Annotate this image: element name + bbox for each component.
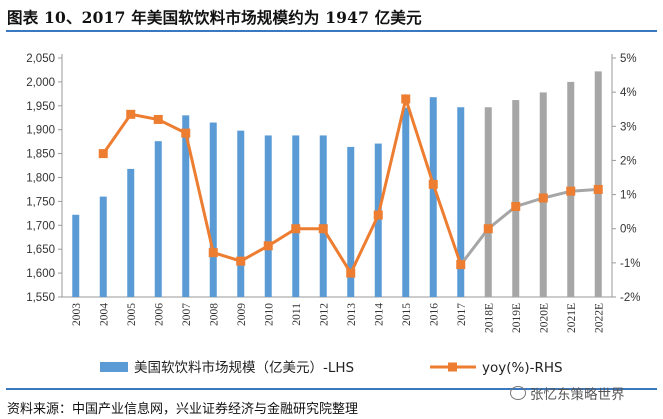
top-rule <box>6 30 657 32</box>
yoy-marker <box>236 256 246 266</box>
left-tick-label: 1,950 <box>26 101 55 113</box>
bar <box>292 135 300 297</box>
right-tick-label: -1% <box>620 258 640 270</box>
left-tick-label: 1,800 <box>26 173 55 185</box>
yoy-marker <box>456 260 466 270</box>
right-tick-label: 1% <box>620 190 637 202</box>
watermark: 张忆东策略世界 <box>510 383 625 403</box>
bar <box>457 107 465 297</box>
right-tick-label: 0% <box>620 224 637 236</box>
wechat-icon <box>510 386 526 400</box>
legend-line-marker <box>448 362 457 372</box>
yoy-marker-estimate <box>538 193 548 203</box>
bar <box>72 214 80 297</box>
yoy-line <box>102 93 463 277</box>
x-tick-label: 2013 <box>346 303 358 326</box>
left-tick-label: 2,050 <box>26 53 55 65</box>
left-tick-label: 1,600 <box>26 268 55 280</box>
x-tick-label: 2021E <box>566 303 578 333</box>
yoy-marker-estimate <box>511 202 521 212</box>
left-tick-label: 1,900 <box>26 125 55 137</box>
x-tick-label: 2007 <box>181 303 193 326</box>
x-tick-label: 2003 <box>71 303 83 326</box>
right-tick-label: 4% <box>620 87 637 99</box>
yoy-marker <box>373 210 383 220</box>
right-tick-label: 2% <box>620 155 637 167</box>
bar <box>402 107 410 297</box>
yoy-marker <box>291 224 301 234</box>
bar-estimate <box>484 107 492 297</box>
watermark-text: 张忆东策略世界 <box>530 387 625 403</box>
yoy-marker-estimate <box>483 224 493 234</box>
left-tick-label: 1,750 <box>26 196 55 208</box>
bar <box>154 141 162 297</box>
bar <box>347 146 355 297</box>
bar-estimate <box>594 71 602 297</box>
x-tick-label: 2020E <box>538 303 550 333</box>
x-tick-label: 2017 <box>456 303 468 326</box>
bar <box>319 135 327 297</box>
x-tick-label: 2019E <box>511 303 523 333</box>
x-tick-label: 2010 <box>263 303 275 326</box>
right-tick-label: 5% <box>620 53 637 65</box>
left-tick-label: 1,550 <box>26 292 55 304</box>
bar <box>429 97 437 297</box>
x-tick-label: 2014 <box>373 303 385 326</box>
bar <box>237 130 245 297</box>
yoy-marker <box>428 179 438 189</box>
x-tick-label: 2011 <box>291 303 303 326</box>
yoy-marker <box>98 149 108 159</box>
x-tick-label: 2015 <box>401 303 413 326</box>
yoy-marker-estimate <box>593 184 603 194</box>
bar <box>374 143 382 297</box>
yoy-marker <box>153 114 163 124</box>
bar-estimate <box>512 100 520 298</box>
x-tick-label: 2012 <box>318 303 330 326</box>
bar <box>99 196 107 297</box>
legend-bar-swatch <box>100 362 128 372</box>
yoy-marker <box>126 109 136 119</box>
source-note: 资料来源：中国产业信息网，兴业证券经济与金融研究院整理 <box>7 402 359 417</box>
x-tick-label: 2009 <box>236 303 248 326</box>
yoy-marker <box>318 224 328 234</box>
legend-bar-label: 美国软饮料市场规模（亿美元）-LHS <box>134 359 354 376</box>
yoy-marker <box>401 94 411 104</box>
x-tick-label: 2016 <box>428 303 440 326</box>
yoy-marker <box>181 128 191 138</box>
yoy-marker <box>263 241 273 251</box>
right-tick-label: -2% <box>620 292 640 304</box>
left-tick-label: 1,850 <box>26 149 55 161</box>
bar <box>209 122 217 297</box>
bar <box>127 168 135 297</box>
yoy-marker <box>346 268 356 278</box>
bar <box>182 115 190 297</box>
left-tick-label: 1,700 <box>26 220 55 232</box>
x-tick-label: 2005 <box>126 303 138 326</box>
left-tick-label: 1,650 <box>26 244 55 256</box>
x-tick-label: 2006 <box>153 303 165 326</box>
chart-area: 1,550 1,600 1,650 1,700 1,750 1,800 1,850 1,900… <box>26 53 640 376</box>
left-tick-label: 2,000 <box>26 77 55 89</box>
x-tick-label: 2018E <box>483 303 495 333</box>
chart-title: 图表 10、2017 年美国软饮料市场规模约为 1947 亿美元 <box>7 8 422 27</box>
yoy-marker <box>208 248 218 258</box>
x-tick-label: 2004 <box>98 303 110 326</box>
right-tick-label: 3% <box>620 121 637 133</box>
yoy-line-estimate <box>459 187 599 266</box>
legend-line-label: yoy(%)-RHS <box>482 360 563 376</box>
bottom-rule <box>6 388 657 390</box>
x-tick-label: 2022E <box>593 303 605 333</box>
x-tick-label: 2008 <box>208 303 220 326</box>
bar <box>264 135 272 297</box>
yoy-marker-estimate <box>566 186 576 196</box>
